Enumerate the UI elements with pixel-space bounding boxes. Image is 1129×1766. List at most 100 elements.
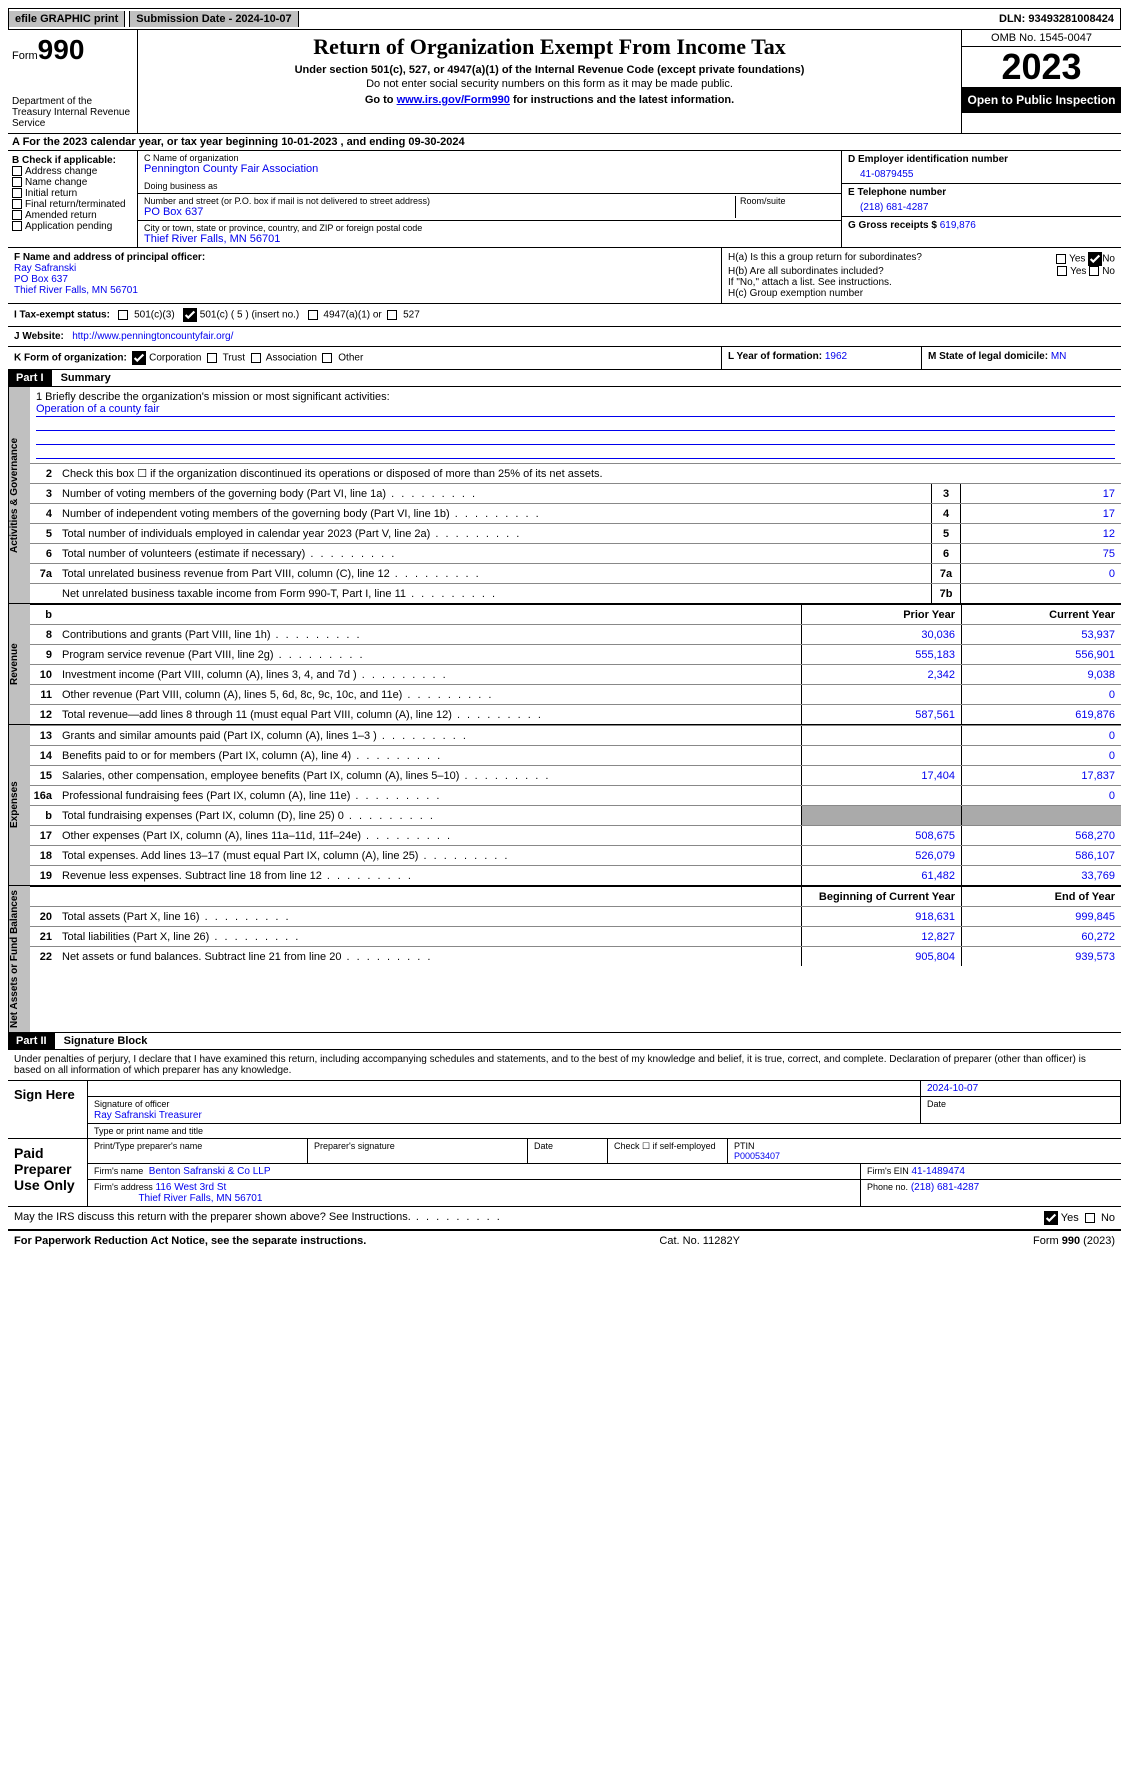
sig-officer-label: Signature of officer xyxy=(94,1099,169,1109)
data-line: bTotal fundraising expenses (Part IX, co… xyxy=(30,805,1121,825)
cb-assoc[interactable] xyxy=(251,353,261,363)
footer-mid: Cat. No. 11282Y xyxy=(659,1235,740,1247)
website-url[interactable]: http://www.penningtoncountyfair.org/ xyxy=(72,331,233,342)
cb-other[interactable] xyxy=(322,353,332,363)
section-f-h: F Name and address of principal officer:… xyxy=(8,248,1121,304)
opt-assoc: Association xyxy=(266,353,317,364)
form-number-big: 990 xyxy=(38,34,85,65)
box-f: F Name and address of principal officer:… xyxy=(8,248,721,303)
mission-label: 1 Briefly describe the organization's mi… xyxy=(36,391,1115,403)
hb-no-checkbox[interactable] xyxy=(1089,266,1099,276)
firm-phone-label: Phone no. xyxy=(867,1182,908,1192)
cb-527[interactable] xyxy=(387,310,397,320)
org-name-label: C Name of organization xyxy=(144,153,835,163)
data-line: 16aProfessional fundraising fees (Part I… xyxy=(30,785,1121,805)
sign-here-label: Sign Here xyxy=(8,1081,88,1138)
box-b: B Check if applicable: Address change Na… xyxy=(8,151,138,247)
checkbox-final-return[interactable] xyxy=(12,199,22,209)
gov-line: Net unrelated business taxable income fr… xyxy=(30,583,1121,603)
row-a-tax-year: A For the 2023 calendar year, or tax yea… xyxy=(8,134,1121,151)
officer-name: Ray Safranski xyxy=(14,263,715,274)
ptin-value: P00053407 xyxy=(734,1151,780,1161)
checkbox-initial-return[interactable] xyxy=(12,188,22,198)
current-year-hdr: Current Year xyxy=(961,605,1121,624)
hb-yes: Yes xyxy=(1070,266,1086,277)
date-label: Date xyxy=(921,1097,1121,1123)
checkbox-address-change[interactable] xyxy=(12,166,22,176)
cb-4947[interactable] xyxy=(308,310,318,320)
data-line: 8Contributions and grants (Part VIII, li… xyxy=(30,624,1121,644)
hb-yes-checkbox[interactable] xyxy=(1057,266,1067,276)
firm-name-label: Firm's name xyxy=(94,1166,143,1176)
opt-501c: 501(c) ( 5 ) (insert no.) xyxy=(200,310,299,321)
org-name: Pennington County Fair Association xyxy=(144,163,835,175)
sign-here-block: Sign Here 2024-10-07 Signature of office… xyxy=(8,1081,1121,1139)
paid-preparer-label: Paid Preparer Use Only xyxy=(8,1139,88,1206)
box-d-e-g: D Employer identification number 41-0879… xyxy=(841,151,1121,247)
cb-trust[interactable] xyxy=(207,353,217,363)
opt-other: Other xyxy=(338,353,363,364)
ha-yes-checkbox[interactable] xyxy=(1056,254,1066,264)
check-icon xyxy=(183,308,197,322)
firm-phone: (218) 681-4287 xyxy=(911,1182,979,1193)
phone-value: (218) 681-4287 xyxy=(848,198,1115,213)
data-line: 9Program service revenue (Part VIII, lin… xyxy=(30,644,1121,664)
opt-trust: Trust xyxy=(223,353,245,364)
row-j: J Website: http://www.penningtoncountyfa… xyxy=(8,327,1121,347)
prior-year-hdr: Prior Year xyxy=(801,605,961,624)
box-b-label: B Check if applicable: xyxy=(12,155,133,166)
submission-date-label: Submission Date - 2024-10-07 xyxy=(129,11,298,27)
opt-initial-return: Initial return xyxy=(25,188,77,199)
website-label: J Website: xyxy=(14,331,64,342)
hb-label: H(b) Are all subordinates included? xyxy=(728,266,1057,277)
top-bar: efile GRAPHIC print Submission Date - 20… xyxy=(8,8,1121,30)
ein-label: D Employer identification number xyxy=(848,154,1115,165)
tax-year: 2023 xyxy=(962,47,1121,87)
checkbox-app-pending[interactable] xyxy=(12,221,22,231)
prep-name-label: Print/Type preparer's name xyxy=(88,1139,308,1163)
checkbox-amended[interactable] xyxy=(12,210,22,220)
room-label: Room/suite xyxy=(740,196,835,206)
end-year-hdr: End of Year xyxy=(961,887,1121,906)
goto-prefix: Go to xyxy=(365,94,397,106)
prep-sig-label: Preparer's signature xyxy=(308,1139,528,1163)
hc-label: H(c) Group exemption number xyxy=(728,288,1115,299)
form-subtitle: Under section 501(c), 527, or 4947(a)(1)… xyxy=(144,64,955,76)
typeprint-label: Type or print name and title xyxy=(88,1124,1121,1138)
footer-left: For Paperwork Reduction Act Notice, see … xyxy=(14,1235,366,1247)
officer-addr2: Thief River Falls, MN 56701 xyxy=(14,285,715,296)
check-icon xyxy=(132,351,146,365)
state-domicile-label: M State of legal domicile: xyxy=(928,351,1048,362)
form-number: Form990 xyxy=(12,34,133,66)
dln-label: DLN: 93493281008424 xyxy=(993,11,1120,27)
officer-addr1: PO Box 637 xyxy=(14,274,715,285)
expenses-section: Expenses 13Grants and similar amounts pa… xyxy=(8,725,1121,886)
firm-addr1: 116 West 3rd St xyxy=(156,1182,227,1193)
omb-number: OMB No. 1545-0047 xyxy=(962,30,1121,47)
checkbox-name-change[interactable] xyxy=(12,177,22,187)
efile-print-button[interactable]: efile GRAPHIC print xyxy=(9,11,125,27)
section-b-to-g: B Check if applicable: Address change Na… xyxy=(8,151,1121,248)
vtab-net-assets: Net Assets or Fund Balances xyxy=(8,886,30,1032)
part-ii-header: Part II Signature Block xyxy=(8,1033,1121,1050)
discuss-no-checkbox[interactable] xyxy=(1085,1213,1095,1223)
discuss-yes: Yes xyxy=(1061,1212,1079,1224)
officer-label: F Name and address of principal officer: xyxy=(14,252,205,263)
cb-501c3[interactable] xyxy=(118,310,128,320)
firm-addr2: Thief River Falls, MN 56701 xyxy=(138,1193,262,1204)
data-line: 20Total assets (Part X, line 16)918,6319… xyxy=(30,906,1121,926)
no-ssn-note: Do not enter social security numbers on … xyxy=(144,78,955,90)
data-line: 10Investment income (Part VIII, column (… xyxy=(30,664,1121,684)
paid-preparer-block: Paid Preparer Use Only Print/Type prepar… xyxy=(8,1139,1121,1207)
data-line: 21Total liabilities (Part X, line 26)12,… xyxy=(30,926,1121,946)
firm-ein: 41-1489474 xyxy=(912,1166,965,1177)
instructions-link[interactable]: www.irs.gov/Form990 xyxy=(397,94,510,106)
goto-instructions: Go to www.irs.gov/Form990 for instructio… xyxy=(144,94,955,106)
opt-final-return: Final return/terminated xyxy=(25,199,126,210)
vtab-governance: Activities & Governance xyxy=(8,387,30,603)
opt-app-pending: Application pending xyxy=(25,221,112,232)
data-line: 17Other expenses (Part IX, column (A), l… xyxy=(30,825,1121,845)
row-b-prefix: b xyxy=(30,609,58,621)
opt-4947: 4947(a)(1) or xyxy=(323,310,381,321)
form-org-label: K Form of organization: xyxy=(14,353,127,364)
